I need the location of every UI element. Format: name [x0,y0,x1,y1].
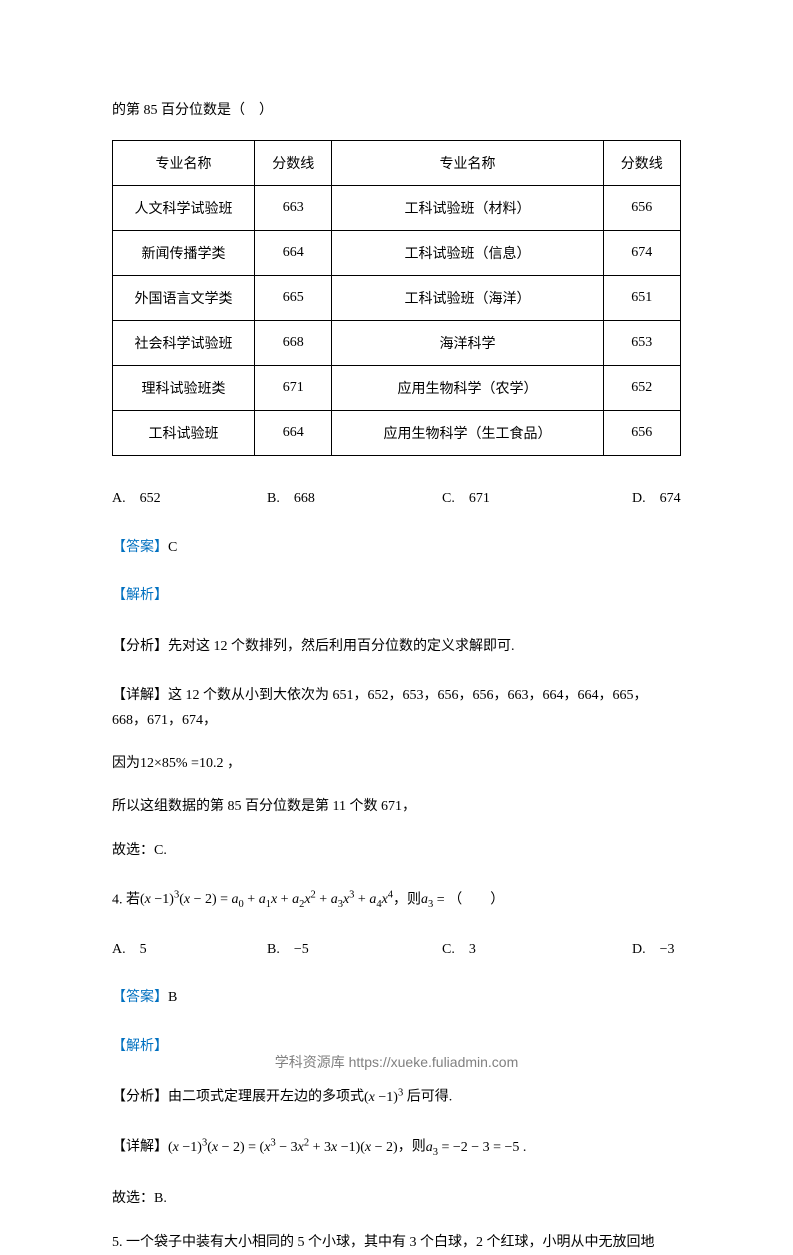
cell: 651 [603,276,680,321]
q3-answer: 【答案】C [112,537,681,559]
q4-options: A. 5 B. −5 C. 3 D. −3 [112,939,681,961]
table-row: 外国语言文学类665工科试验班（海洋）651 [113,276,681,321]
q4-conclusion: 故选：B. [112,1186,681,1211]
q4-a3: a3 [421,892,433,907]
cell: 668 [255,321,332,366]
answer-label: 【答案】 [112,540,168,555]
q4-analysis: 【分析】由二项式定理展开左边的多项式(x −1)3 后可得. [112,1084,681,1110]
answer-value: C [168,540,177,555]
q4-stem-mid: ，则 [393,892,421,907]
q4-detail-result: a3 = −2 − 3 = −5 . [426,1140,527,1155]
q3-detail1: 【详解】这 12 个数从小到大依次为 651，652，653，656，656，6… [112,683,681,733]
option-b: B. −5 [267,939,442,961]
cell: 664 [255,231,332,276]
cell: 工科试验班 [113,411,255,456]
cell: 665 [255,276,332,321]
cell: 外国语言文学类 [113,276,255,321]
cell: 工科试验班（海洋） [332,276,603,321]
q4-detail-prefix: 【详解】 [112,1140,168,1155]
cell: 理科试验班类 [113,366,255,411]
cell: 656 [603,186,680,231]
cell: 674 [603,231,680,276]
cell: 653 [603,321,680,366]
option-d: D. 674 [632,488,681,510]
cell: 应用生物科学（农学） [332,366,603,411]
q3-formula: 因为12×85% =10.2 ， [112,751,681,776]
option-a: A. 5 [112,939,267,961]
score-table: 专业名称 分数线 专业名称 分数线 人文科学试验班663工科试验班（材料）656… [112,140,681,456]
q4-detail-formula: (x −1)3(x − 2) = (x3 − 3x2 + 3x −1)(x − … [168,1140,398,1155]
header-cell: 分数线 [603,141,680,186]
cell: 海洋科学 [332,321,603,366]
q4-formula-lhs: (x −1)3(x − 2) = a0 + a1x + a2x2 + a3x3 … [140,892,393,907]
header-cell: 分数线 [255,141,332,186]
q4-detail: 【详解】(x −1)3(x − 2) = (x3 − 3x2 + 3x −1)(… [112,1134,681,1162]
option-c: C. 671 [442,488,632,510]
cell: 664 [255,411,332,456]
q3-conclusion: 故选：C. [112,838,681,863]
cell: 656 [603,411,680,456]
q4-stem-suffix: = （ ） [433,892,504,907]
q3-analysis: 【分析】先对这 12 个数排列，然后利用百分位数的定义求解即可. [112,634,681,659]
header-cell: 专业名称 [113,141,255,186]
q3-options: A. 652 B. 668 C. 671 D. 674 [112,488,681,510]
q4-stem: 4. 若(x −1)3(x − 2) = a0 + a1x + a2x2 + a… [112,887,681,915]
cell: 652 [603,366,680,411]
cell: 社会科学试验班 [113,321,255,366]
question3-stem-end: 的第 85 百分位数是（ ） [112,100,681,122]
cell: 671 [255,366,332,411]
table-header-row: 专业名称 分数线 专业名称 分数线 [113,141,681,186]
q3-analysis-label: 【解析】 [112,585,681,607]
option-a: A. 652 [112,488,267,510]
q4-analysis-prefix: 【分析】由二项式定理展开左边的多项式 [112,1090,364,1105]
q4-detail-mid: ，则 [398,1140,426,1155]
table-row: 工科试验班664应用生物科学（生工食品）656 [113,411,681,456]
option-b: B. 668 [267,488,442,510]
q4-analysis-suffix: 后可得. [403,1090,452,1105]
cell: 工科试验班（信息） [332,231,603,276]
q3-detail2: 所以这组数据的第 85 百分位数是第 11 个数 671， [112,794,681,819]
q4-answer: 【答案】B [112,987,681,1009]
q5-stem: 5. 一个袋子中装有大小相同的 5 个小球，其中有 3 个白球，2 个红球，小明… [112,1230,681,1255]
answer-label: 【答案】 [112,990,168,1005]
table-row: 新闻传播学类664工科试验班（信息）674 [113,231,681,276]
cell: 工科试验班（材料） [332,186,603,231]
cell: 663 [255,186,332,231]
header-cell: 专业名称 [332,141,603,186]
table-row: 人文科学试验班663工科试验班（材料）656 [113,186,681,231]
page-footer: 学科资源库 https://xueke.fuliadmin.com [0,1052,793,1072]
q4-stem-prefix: 4. 若 [112,892,140,907]
option-d: D. −3 [632,939,675,961]
q4-analysis-formula: (x −1)3 [364,1090,403,1105]
cell: 新闻传播学类 [113,231,255,276]
table-row: 理科试验班类671应用生物科学（农学）652 [113,366,681,411]
cell: 人文科学试验班 [113,186,255,231]
answer-value: B [168,990,177,1005]
cell: 应用生物科学（生工食品） [332,411,603,456]
option-c: C. 3 [442,939,632,961]
table-row: 社会科学试验班668海洋科学653 [113,321,681,366]
